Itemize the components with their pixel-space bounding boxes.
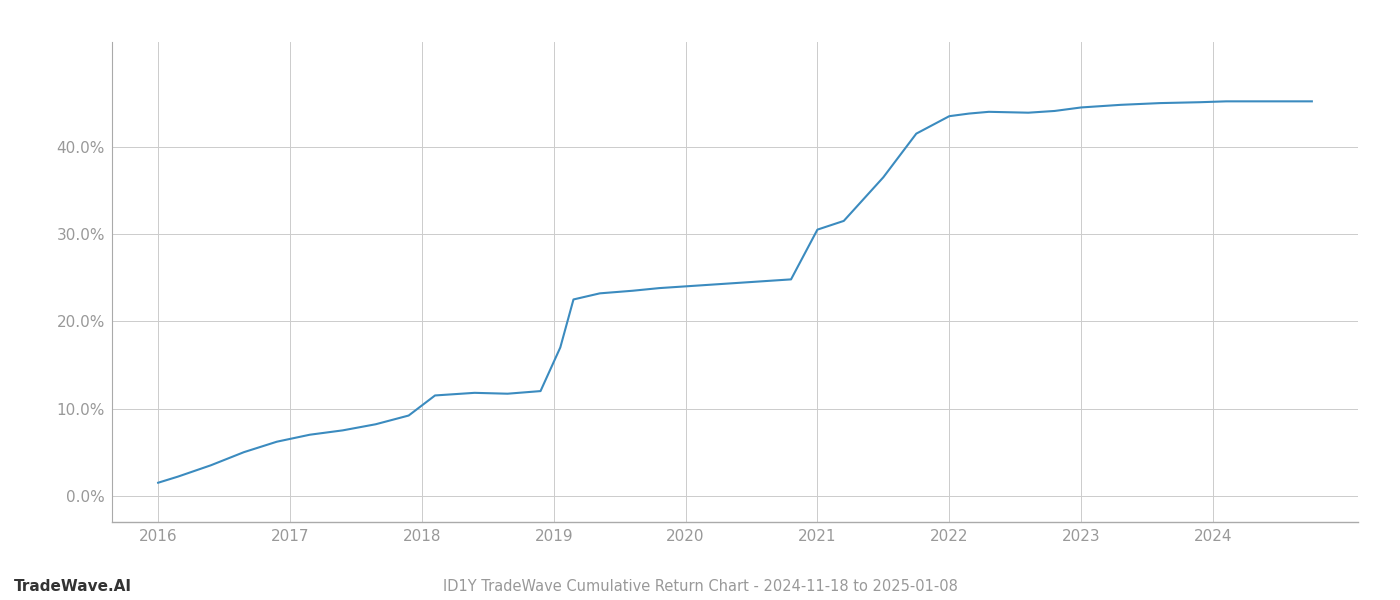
Text: TradeWave.AI: TradeWave.AI <box>14 579 132 594</box>
Text: ID1Y TradeWave Cumulative Return Chart - 2024-11-18 to 2025-01-08: ID1Y TradeWave Cumulative Return Chart -… <box>442 579 958 594</box>
